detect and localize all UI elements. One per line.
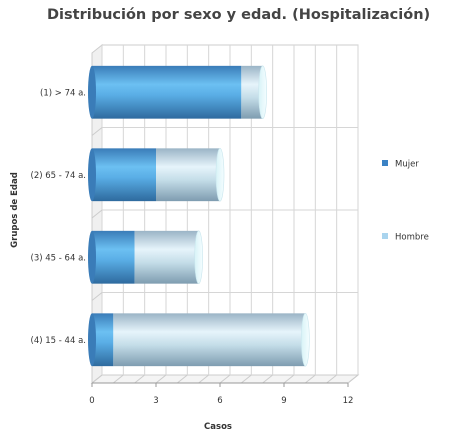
legend: Mujer Hombre: [382, 160, 429, 243]
bar-hombre-2[interactable]: [156, 148, 220, 202]
bar-hombre-1[interactable]: [241, 65, 263, 119]
y-tick-label: (3) 45 - 64 a.: [31, 253, 86, 263]
floor-grid-line: [305, 374, 316, 384]
x-tick-label: 3: [153, 396, 158, 406]
bar-end-cap: [258, 65, 267, 119]
x-tick-label: 6: [217, 396, 222, 406]
y-tick-label: (1) > 74 a.: [40, 88, 86, 98]
left-wall-separator: [91, 127, 103, 136]
bars: [88, 65, 310, 367]
floor-grid-line: [155, 374, 167, 384]
chart-title: Distribución por sexo y edad. (Hospitali…: [47, 7, 430, 23]
floor-grid-line: [241, 374, 252, 384]
floor-grid-line: [347, 374, 359, 384]
floor-grid-line: [91, 374, 103, 384]
bar-end-cap: [194, 230, 203, 284]
bar-hombre-4[interactable]: [113, 313, 306, 367]
legend-swatch-mujer: [382, 160, 388, 166]
y-tick-label: (4) 15 - 44 a.: [31, 336, 86, 346]
floor-grid-line: [177, 374, 188, 384]
x-tick-label: 0: [89, 396, 94, 406]
floor-grid-line: [219, 374, 231, 384]
y-tick-label: (2) 65 - 74 a.: [31, 171, 86, 181]
floor-grid-line: [262, 374, 273, 384]
bar-end-cap: [301, 313, 310, 367]
axis-labels: 0 3 6 9 12 (1) > 74 a. (2) 65 - 74 a. (3) 45 - …: [31, 88, 354, 406]
x-tick-label: 9: [281, 396, 286, 406]
legend-label-hombre: Hombre: [395, 233, 429, 243]
bar-end-cap: [215, 148, 225, 202]
floor-grid-line: [113, 374, 124, 384]
bar-mujer-2[interactable]: [92, 148, 156, 202]
floor-grid-line: [326, 374, 337, 384]
bar-start-cap: [88, 230, 96, 284]
left-wall-separator: [91, 292, 103, 301]
floor-grid-line: [198, 374, 209, 384]
x-axis-title: Casos: [204, 422, 232, 432]
x-tick-label: 12: [343, 396, 354, 406]
legend-label-mujer: Mujer: [395, 160, 419, 170]
left-wall-separator: [91, 209, 103, 219]
bar-start-cap: [88, 65, 96, 119]
legend-swatch-hombre: [382, 233, 388, 239]
bar-start-cap: [88, 148, 96, 202]
y-axis-title: Grupos de Edad: [10, 172, 20, 248]
bar-hombre-3[interactable]: [134, 230, 199, 284]
bar-mujer-3[interactable]: [92, 230, 135, 284]
floor-grid-line: [134, 374, 145, 384]
bar-start-cap: [88, 313, 96, 367]
bar-mujer-1[interactable]: [92, 65, 242, 119]
floor-grid-line: [283, 374, 295, 384]
bar-mujer-4[interactable]: [92, 313, 114, 367]
